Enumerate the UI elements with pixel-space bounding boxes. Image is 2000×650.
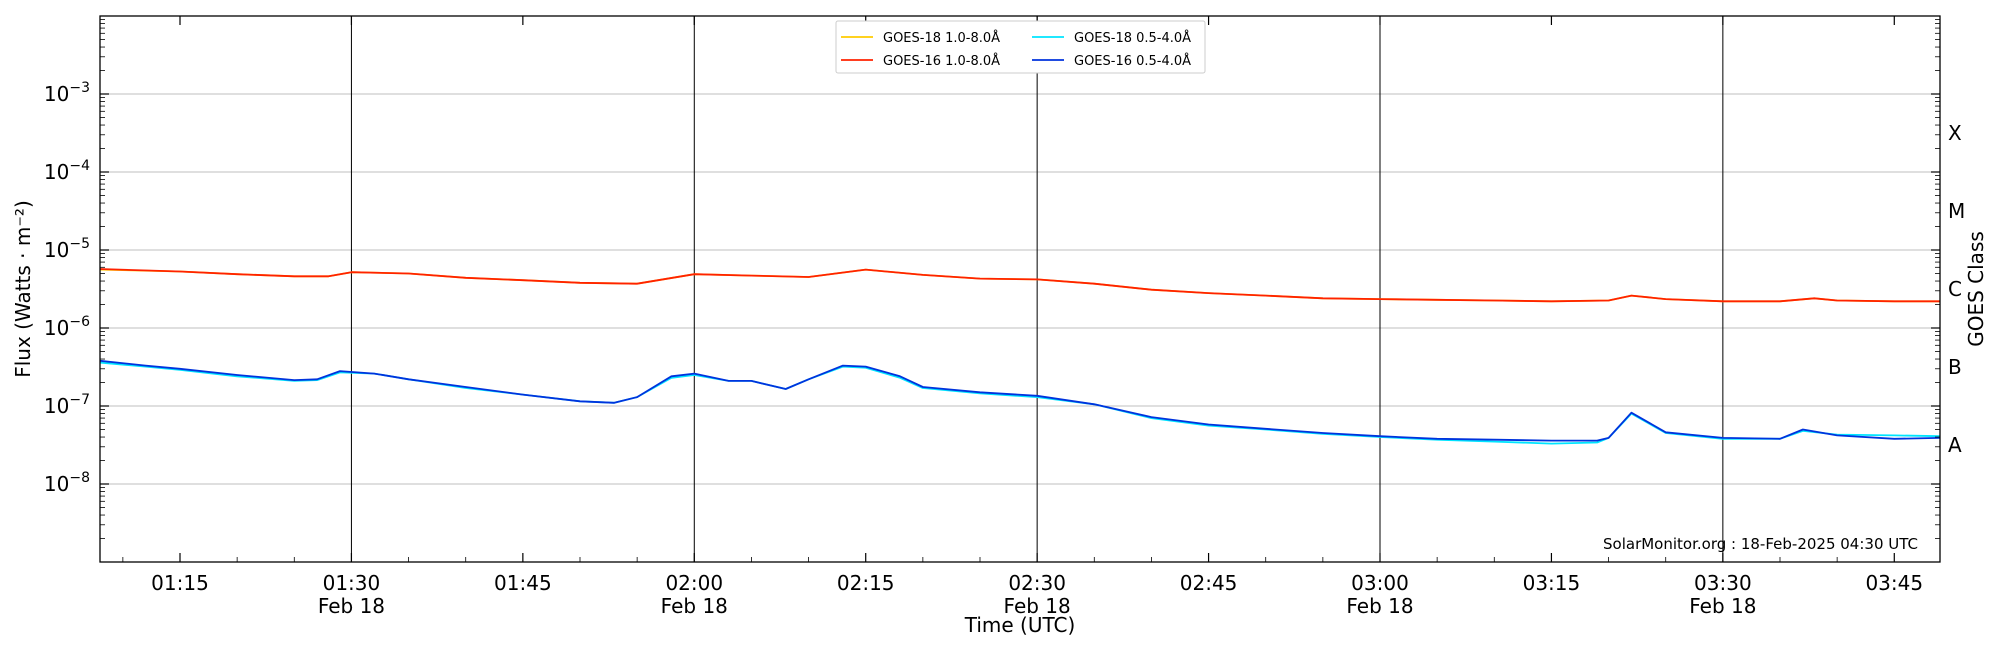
y-tick-label: 10−7 [44,392,90,418]
y2-axis-title: GOES Class [1964,231,1988,347]
goes-class-label: X [1948,121,1962,145]
legend: GOES-18 1.0-8.0Å GOES-16 1.0-8.0Å GOES-18 … [835,20,1206,74]
grid-layer [100,16,1940,562]
legend-label: GOES-18 1.0-8.0Å [883,30,1000,46]
y-axis-title: Flux (Watts · m⁻²) [11,200,35,378]
x-tick-label: 01:15 [151,571,209,595]
plot-frame [99,15,1941,563]
x-tick-label: 01:30 [323,571,381,595]
x-tick-date-label: Feb 18 [1004,594,1071,618]
x-tick-label: 03:00 [1351,571,1409,595]
x-tick-date-label: Feb 18 [318,594,385,618]
series-line-2 [99,268,1940,303]
goes-class-label: M [1948,199,1965,223]
x-tick-label: 02:00 [665,571,723,595]
series-line-1 [99,268,1940,303]
y-tick-label: 10−5 [44,236,90,262]
x-tick-label: 03:30 [1694,571,1752,595]
x-tick-label: 02:15 [837,571,895,595]
legend-box [835,20,1206,74]
goes-class-label: B [1948,355,1962,379]
y-tick-label: 10−8 [44,470,90,496]
x-tick-label: 03:45 [1865,571,1923,595]
x-tick-date-label: Feb 18 [1346,594,1413,618]
x-tick-label: 03:15 [1523,571,1581,595]
x-tick-date-label: Feb 18 [1689,594,1756,618]
y-tick-label: 10−3 [44,80,90,106]
x-tick-label: 01:45 [494,571,552,595]
footer-credit: SolarMonitor.org : 18-Feb-2025 04:30 UTC [1603,535,1918,553]
goes-class-label: C [1948,277,1962,301]
series-layer [99,268,1941,445]
x-tick-date-label: Feb 18 [661,594,728,618]
y-tick-label: 10−6 [44,314,90,340]
legend-label: GOES-16 1.0-8.0Å [883,53,1000,69]
legend-label: GOES-18 0.5-4.0Å [1074,30,1191,46]
y-tick-label: 10−4 [44,158,90,184]
series-line-4 [99,359,1941,442]
goes-class-axis: X M C B A [1948,121,1965,457]
legend-label: GOES-16 0.5-4.0Å [1074,53,1191,69]
x-axis-title: Time (UTC) [964,613,1076,637]
x-tick-label: 02:30 [1008,571,1066,595]
x-tick-label: 02:45 [1180,571,1238,595]
goes-class-label: A [1948,433,1962,457]
y-axis: 10−8 10−7 10−6 10−5 10−4 10−3 [44,19,1940,539]
